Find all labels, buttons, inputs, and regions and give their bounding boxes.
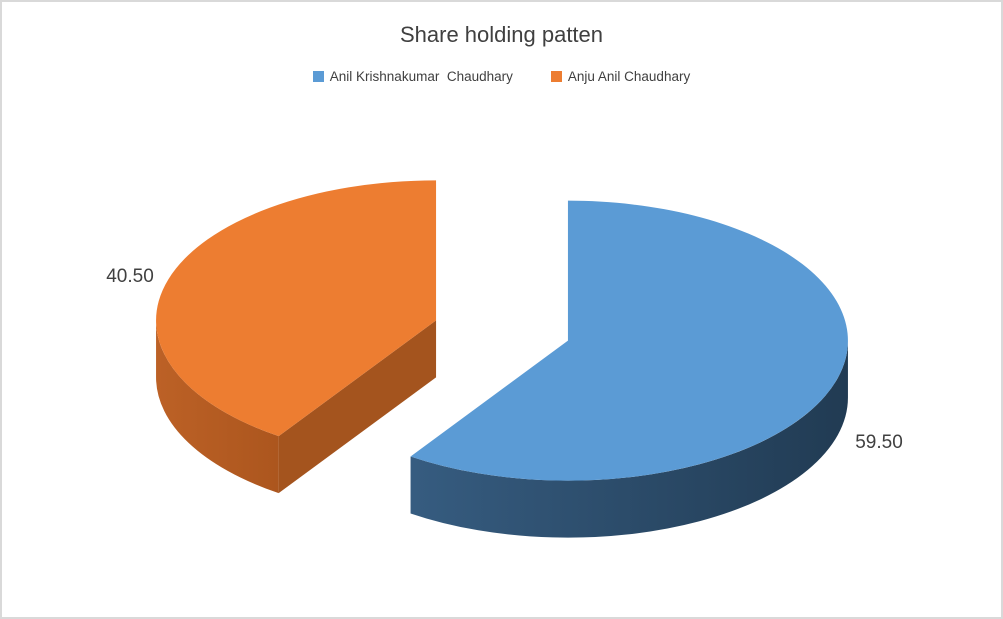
legend: Anil Krishnakumar Chaudhary Anju Anil Ch… xyxy=(2,69,1001,84)
pie-slice-1-side xyxy=(156,320,279,494)
pie-slice-0-top[interactable] xyxy=(410,200,848,481)
pie-slice-1-top[interactable] xyxy=(156,180,437,437)
data-label-anil: 59.50 xyxy=(855,432,903,453)
legend-item-anju[interactable]: Anju Anil Chaudhary xyxy=(550,69,691,84)
legend-swatch-1 xyxy=(550,71,562,82)
legend-label-anju: Anju Anil Chaudhary xyxy=(567,69,691,84)
pie-slice-0-side xyxy=(410,340,848,538)
legend-item-anil[interactable]: Anil Krishnakumar Chaudhary xyxy=(312,69,513,84)
pie-slice-1-cut-face xyxy=(278,320,437,494)
legend-swatch-0 xyxy=(312,71,324,82)
legend-label-anil: Anil Krishnakumar Chaudhary xyxy=(329,69,513,84)
chart-title: Share holding patten xyxy=(399,22,604,47)
data-label-anju: 40.50 xyxy=(106,266,154,287)
